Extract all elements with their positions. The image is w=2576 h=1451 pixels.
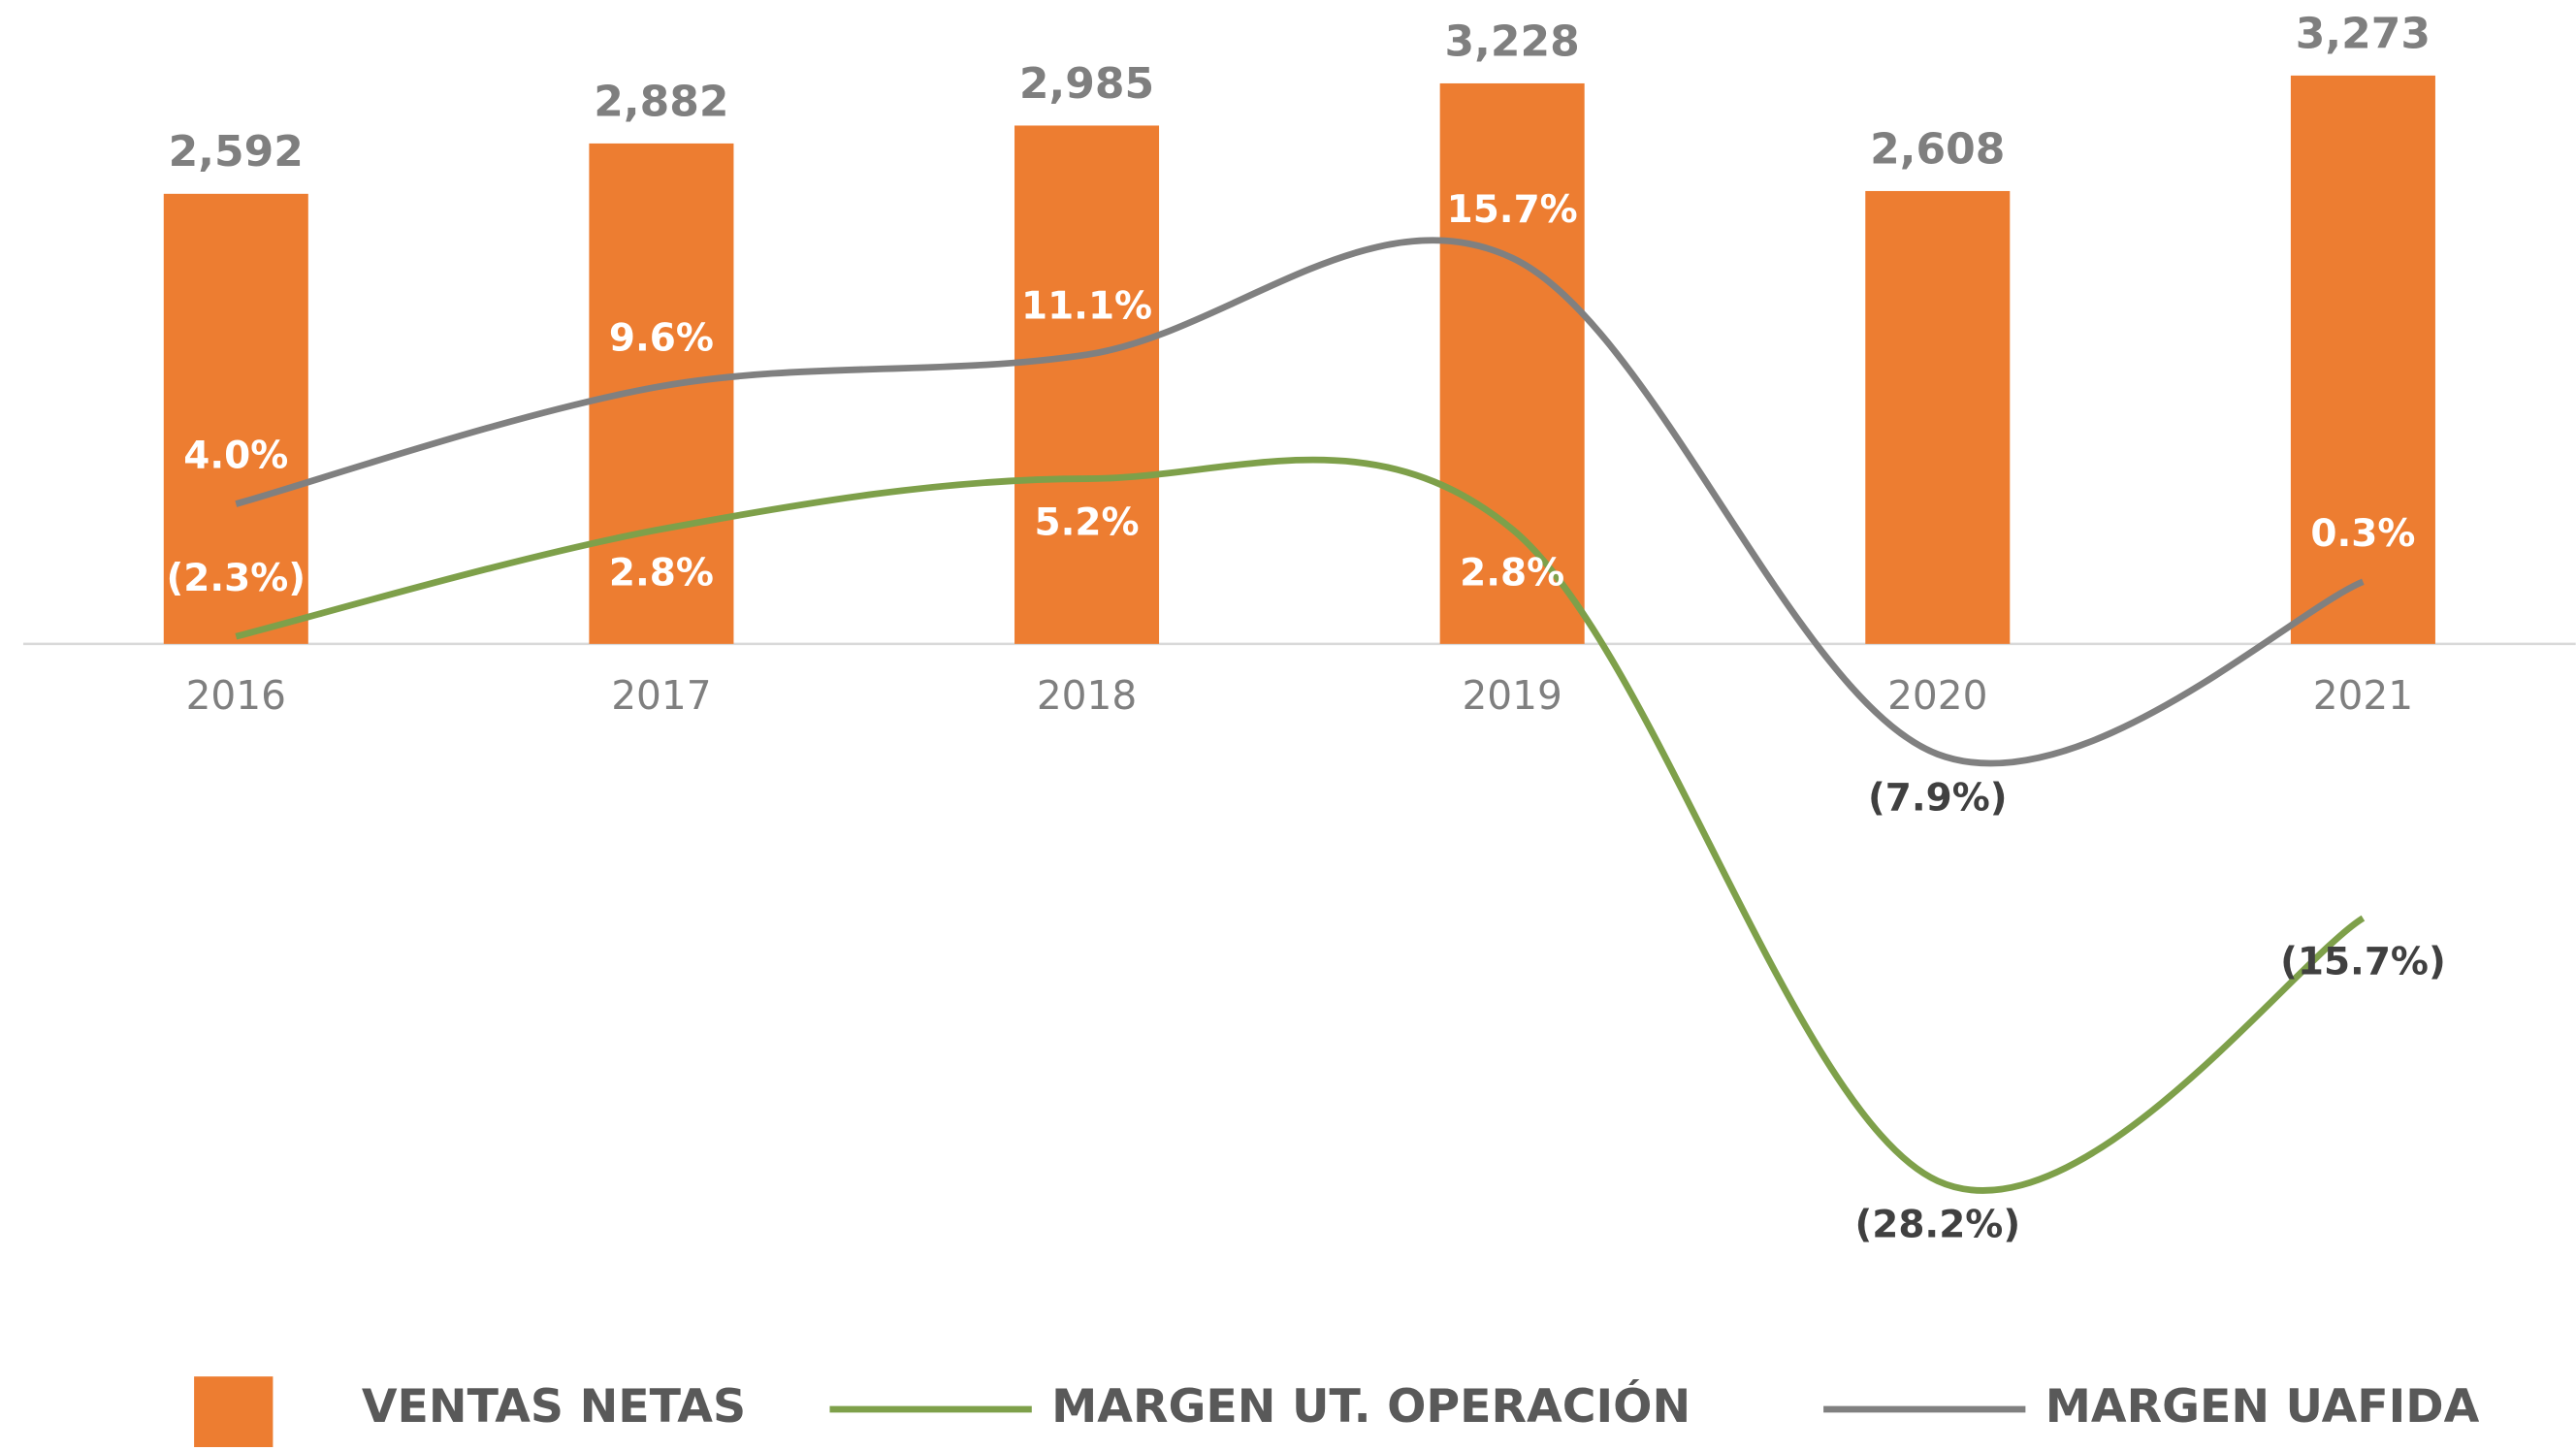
line-value-label: 2.8% xyxy=(609,552,714,596)
bar xyxy=(1865,190,2011,644)
line-value-label: 15.7% xyxy=(1447,188,1578,232)
line-value-label: (28.2%) xyxy=(1854,1203,2020,1246)
line-value-label: (15.7%) xyxy=(2280,941,2446,984)
bar xyxy=(163,193,308,644)
bar-value-label: 2,985 xyxy=(1019,59,1154,109)
x-tick-label: 2020 xyxy=(1887,672,1987,719)
x-tick-label: 2017 xyxy=(611,672,711,719)
line xyxy=(235,237,2365,767)
bar-value-label: 2,882 xyxy=(594,77,728,126)
legend-swatch xyxy=(194,1376,274,1447)
bar xyxy=(1439,82,1585,644)
bar-value-label: 2,608 xyxy=(1870,124,2005,174)
line-value-label: 5.2% xyxy=(1035,500,1140,544)
legend-label: VENTAS NETAS xyxy=(362,1380,746,1434)
legend-label: MARGEN UT. OPERACIÓN xyxy=(1051,1378,1690,1434)
legend-label: MARGEN UAFIDA xyxy=(2045,1380,2480,1434)
x-tick-label: 2021 xyxy=(2313,672,2413,719)
bar-value-label: 2,592 xyxy=(169,127,304,177)
bar-value-label: 3,228 xyxy=(1445,16,1580,66)
bar xyxy=(2290,75,2435,644)
line-value-label: 0.3% xyxy=(2310,512,2415,556)
bar-value-label: 3,273 xyxy=(2296,9,2431,58)
line-value-label: 4.0% xyxy=(183,435,288,478)
line-value-label: 11.1% xyxy=(1021,285,1152,329)
x-tick-label: 2016 xyxy=(186,672,286,719)
line-value-label: 9.6% xyxy=(609,316,714,360)
bar xyxy=(1014,125,1160,644)
line-value-label: (7.9%) xyxy=(1868,776,2008,820)
x-tick-label: 2019 xyxy=(1462,672,1562,719)
line-value-label: 2.8% xyxy=(1460,552,1564,596)
line xyxy=(235,456,2366,1194)
x-tick-label: 2018 xyxy=(1037,672,1137,719)
line-value-label: (2.3%) xyxy=(166,557,306,600)
